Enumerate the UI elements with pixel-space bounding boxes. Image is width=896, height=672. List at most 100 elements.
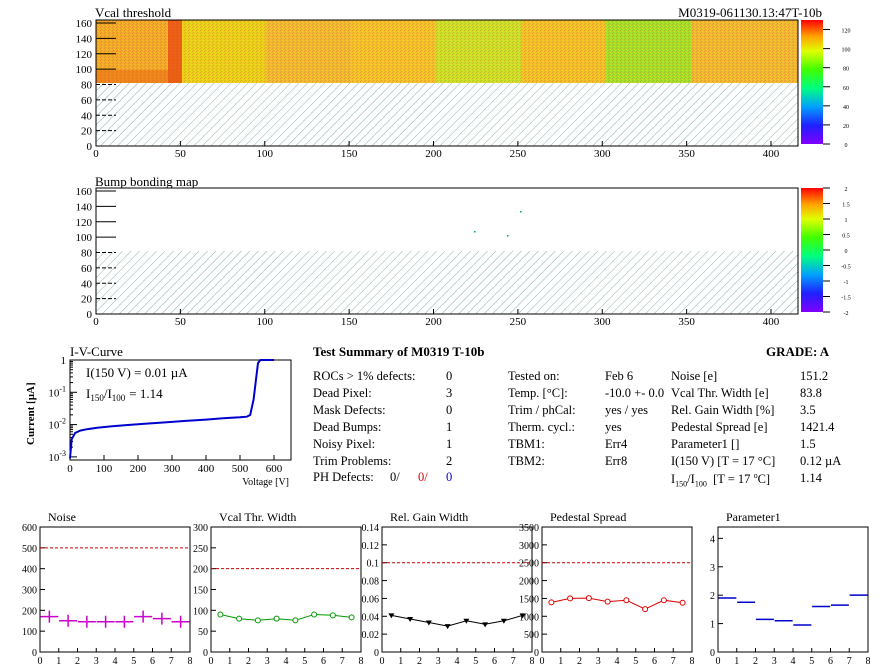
map-y-tick-label: 20 [81, 126, 93, 138]
bump-bonding-map: Bump bonding map 0 50 100 150 200 250 300 350 40… [76, 174, 851, 328]
condition-value: Err8 [605, 454, 628, 468]
map-x-tick-label: 50 [175, 316, 187, 328]
map2-color-scale [801, 188, 823, 312]
scale-tick-label: -1.5 [841, 296, 851, 302]
y-tick-label: 2000 [519, 577, 539, 588]
parameter-label: I150/I100 [T = 17 oC] [671, 471, 771, 489]
data-point [444, 624, 451, 630]
y-tick-label: 0.08 [362, 577, 380, 588]
data-point [77, 615, 96, 628]
defect-value: 1 [446, 420, 453, 434]
data-point [59, 614, 78, 627]
map-y-tick-label: 160 [76, 18, 93, 30]
series-line [551, 597, 683, 610]
data-point [311, 611, 318, 618]
data-point [407, 616, 414, 622]
map-y-tick-label: 160 [76, 186, 93, 198]
scale-tick-label: 100 [842, 48, 851, 54]
condition-label: TBM1: [508, 437, 545, 451]
x-tick-label: 6 [321, 656, 326, 667]
series-line [220, 613, 352, 621]
x-tick-label: 3 [94, 656, 99, 667]
map-y-tick-label: 40 [81, 278, 93, 290]
data-point [40, 610, 59, 623]
x-tick-label: 6 [492, 656, 497, 667]
data-point [217, 611, 224, 618]
x-tick-label: 2 [75, 656, 80, 667]
scale-tick-label: 0 [845, 143, 848, 149]
parameter-label: Parameter1 [] [671, 437, 740, 451]
condition-label: Therm. cycl.: [508, 420, 575, 434]
small-plot-parameter1: Parameter1 0 1 2 3 4 5 6 7 8 0 1 2 3 4 [710, 510, 871, 667]
x-tick-label: 5 [809, 656, 814, 667]
map-y-tick-label: 120 [76, 49, 93, 61]
y-tick-label: 1500 [519, 594, 539, 605]
small-plot-title: Pedestal Spread [550, 510, 626, 524]
defect-value: 1 [446, 437, 453, 451]
x-tick-label: 8 [188, 656, 193, 667]
small-plot-noise: Noise 0 1 2 3 4 5 6 7 8 0 100 200 300 400 500 600 [22, 510, 193, 667]
map-y-tick-label: 0 [87, 309, 93, 321]
x-tick-label: 0 [38, 656, 43, 667]
vcal-threshold-map: Vcal threshold M0319-061130.13:47T-10b 0… [76, 5, 851, 160]
map-y-tick-label: 100 [76, 64, 93, 76]
x-tick-label: 6 [150, 656, 155, 667]
ph-defects-row: PH Defects: [313, 470, 374, 485]
x-tick-label: 3 [772, 656, 777, 667]
data-point [273, 615, 280, 622]
iv-note-ratio: I150/I100 = 1.14 [86, 386, 163, 403]
x-tick-label: 2 [417, 656, 422, 667]
y-tick-label: 300 [193, 523, 208, 534]
iv-note-current: I(150 V) = 0.01 µA [86, 365, 188, 380]
parameter-value: 0.12 µA [800, 454, 842, 468]
map-x-tick-label: 350 [678, 148, 695, 160]
x-tick-label: 3 [436, 656, 441, 667]
y-tick-label: 0.04 [362, 612, 380, 623]
x-tick-label: 6 [652, 656, 657, 667]
data-point [292, 617, 299, 624]
condition-label: Trim / phCal: [508, 403, 576, 417]
defect-label: Dead Bumps: [313, 420, 382, 434]
scale-tick-label: -1 [844, 280, 849, 286]
y-tick-label: 500 [22, 544, 37, 555]
ph-defect-value: 0 [446, 470, 453, 484]
y-tick-label: 0 [534, 648, 539, 659]
scale-tick-label: 40 [843, 105, 849, 111]
data-point [388, 613, 395, 619]
x-tick-label: 0 [540, 656, 545, 667]
x-tick-label: 7 [169, 656, 174, 667]
defect-value: 0 [446, 369, 453, 383]
x-tick-label: 4 [284, 656, 289, 667]
y-tick-label: 100 [22, 627, 37, 638]
data-point [548, 599, 555, 606]
map-y-tick-label: 40 [81, 110, 93, 122]
data-point [660, 597, 667, 604]
map-x-tick-label: 250 [510, 148, 527, 160]
map2-frame [95, 187, 799, 315]
data-point [115, 615, 134, 628]
vcal-heat-blocks [96, 20, 798, 83]
map-x-tick-label: 0 [93, 148, 99, 160]
data-point [425, 620, 432, 626]
scale-tick-label: 60 [843, 86, 849, 92]
x-tick-label: 1 [558, 656, 563, 667]
scale-tick-label: 120 [842, 29, 851, 35]
small-plot-frame [541, 526, 693, 653]
parameter-label: Vcal Thr. Width [e] [671, 386, 769, 400]
y-tick-label: 150 [193, 586, 208, 597]
x-tick-label: 8 [690, 656, 695, 667]
map-x-tick-label: 200 [425, 316, 442, 328]
map-y-tick-label: 60 [81, 263, 93, 275]
x-tick-label: 3 [265, 656, 270, 667]
x-tick-label: 0 [716, 656, 721, 667]
map-y-tick-label: 60 [81, 95, 93, 107]
y-tick-label: 3000 [519, 541, 539, 552]
y-tick-label: 400 [22, 565, 37, 576]
data-point [329, 612, 336, 619]
data-point [171, 615, 190, 628]
condition-value: yes / yes [605, 403, 649, 417]
data-point [482, 622, 489, 628]
defect-value: 3 [446, 386, 453, 400]
x-tick-label: 2 [753, 656, 758, 667]
